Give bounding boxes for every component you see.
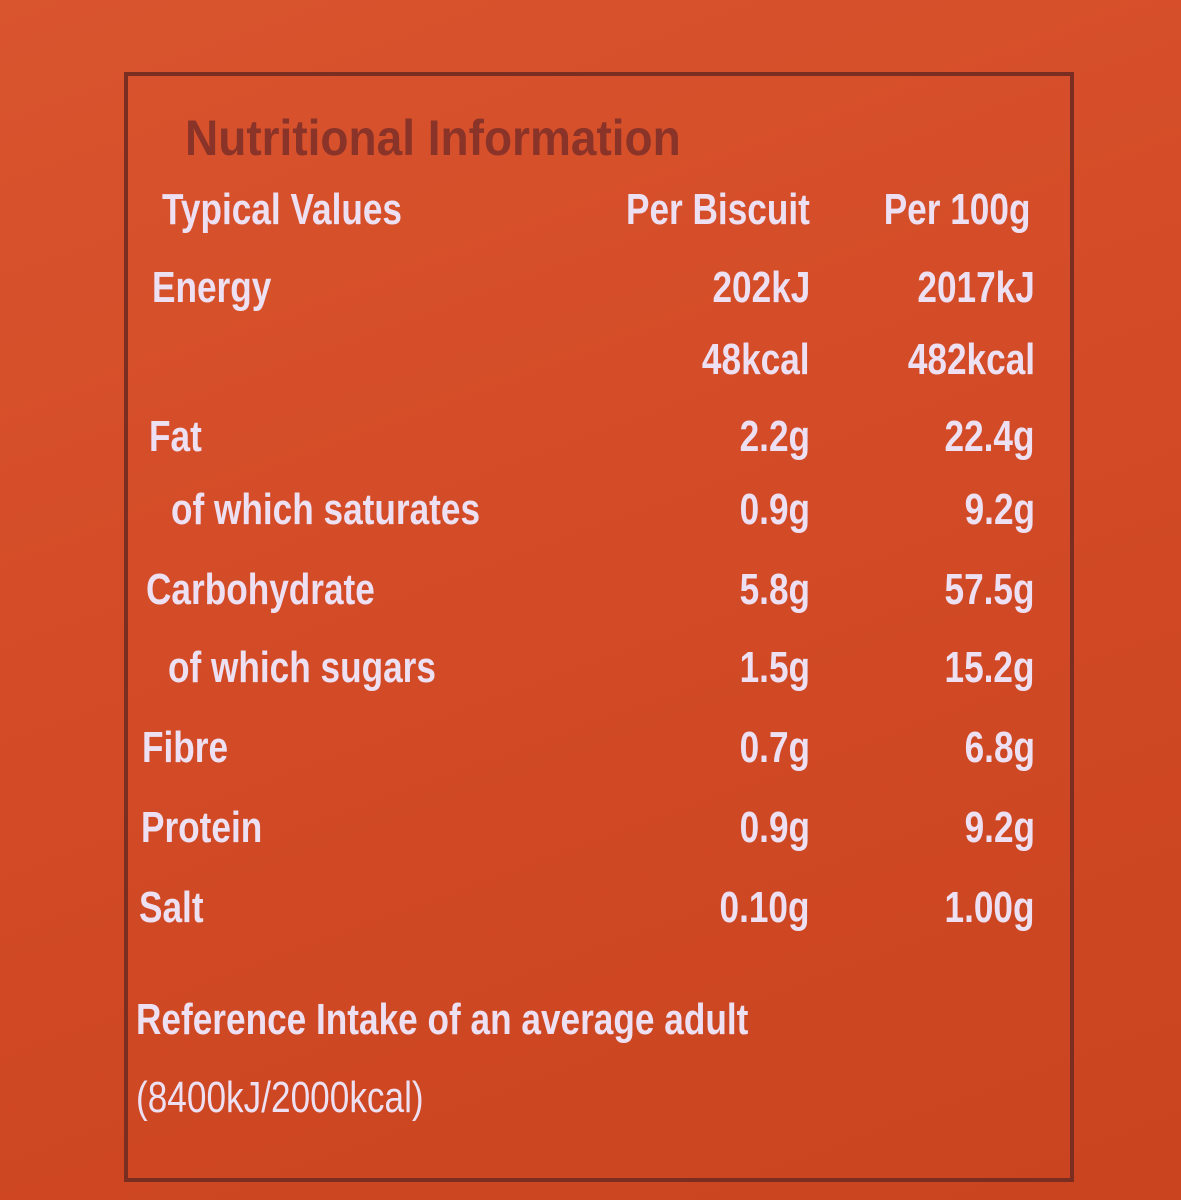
row-label: of which sugars [168, 643, 436, 692]
row-label: Fibre [142, 723, 229, 772]
row-value: 15.2g [944, 643, 1035, 692]
footer-text: (8400kJ/2000kcal) [136, 1073, 424, 1122]
row-value: 0.10g [719, 883, 810, 932]
row-label: of which saturates [171, 485, 481, 534]
row-value: 1.00g [944, 883, 1035, 932]
row-value: 9.2g [964, 803, 1035, 852]
row-label: Fat [148, 412, 202, 461]
row-value: 5.8g [739, 565, 810, 614]
row-value: 482kcal [907, 335, 1035, 384]
row-value: 0.9g [739, 803, 810, 852]
row-label: Salt [139, 883, 204, 932]
row-value: 48kcal [702, 335, 810, 384]
label-border [124, 72, 1074, 1182]
label-title: Nutritional Information [185, 110, 681, 166]
row-value: 6.8g [964, 723, 1035, 772]
header-cell: Per 100g [883, 185, 1030, 234]
row-value: 202kJ [712, 263, 810, 312]
header-cell: Typical Values [162, 185, 403, 234]
row-value: 9.2g [964, 485, 1035, 534]
row-value: 2017kJ [917, 263, 1035, 312]
row-label: Protein [140, 803, 263, 852]
row-value: 57.5g [944, 565, 1035, 614]
row-value: 1.5g [739, 643, 810, 692]
header-cell: Per Biscuit [626, 185, 810, 234]
row-value: 0.7g [739, 723, 810, 772]
row-label: Energy [152, 263, 272, 312]
row-label: Carbohydrate [145, 565, 375, 614]
row-value: 0.9g [739, 485, 810, 534]
row-value: 2.2g [739, 412, 810, 461]
footer-text: Reference Intake of an average adult [136, 995, 749, 1044]
row-value: 22.4g [944, 412, 1035, 461]
